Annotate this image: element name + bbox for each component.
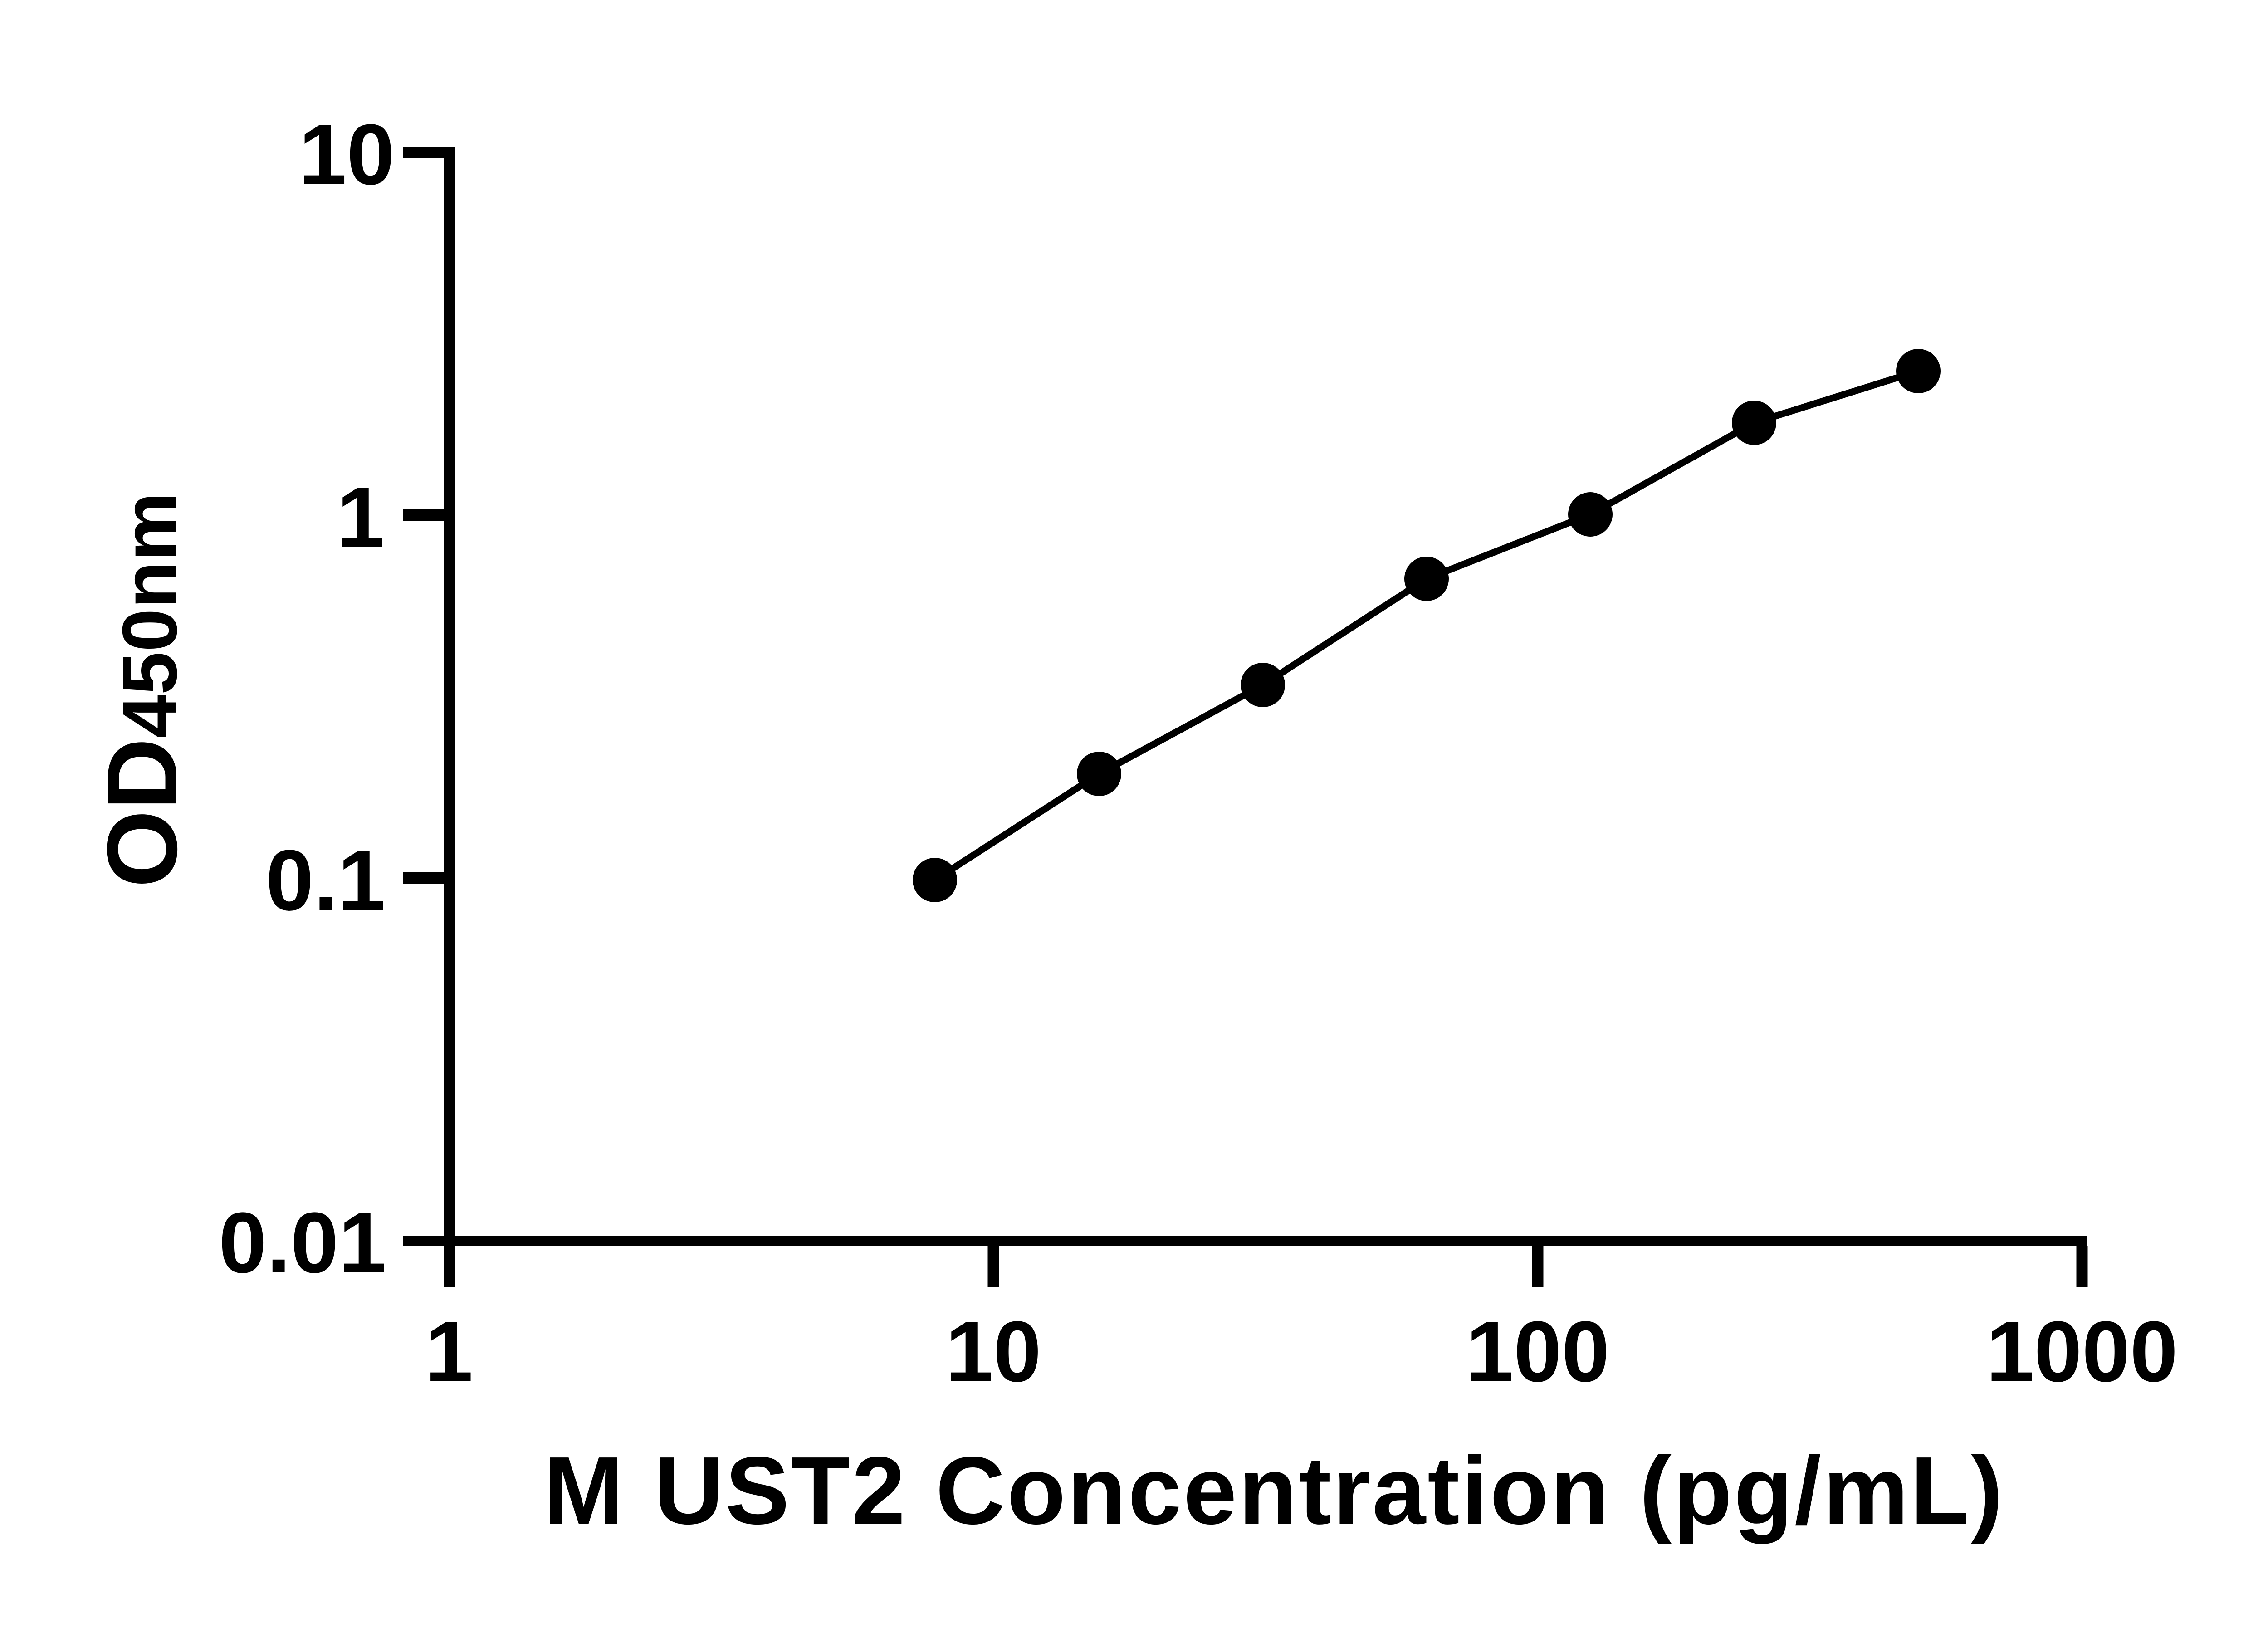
svg-text:1000: 1000	[1986, 1304, 2178, 1400]
svg-text:0.01: 0.01	[219, 1195, 386, 1291]
svg-text:10: 10	[945, 1304, 1041, 1400]
svg-text:M UST2 Concentration (pg/mL): M UST2 Concentration (pg/mL)	[543, 1437, 2004, 1544]
svg-text:100: 100	[1466, 1304, 1609, 1400]
svg-text:OD450nm: OD450nm	[86, 492, 198, 888]
svg-text:1: 1	[337, 469, 385, 566]
svg-text:10: 10	[299, 107, 395, 203]
svg-text:0.1: 0.1	[266, 832, 386, 929]
svg-text:1: 1	[425, 1304, 473, 1400]
